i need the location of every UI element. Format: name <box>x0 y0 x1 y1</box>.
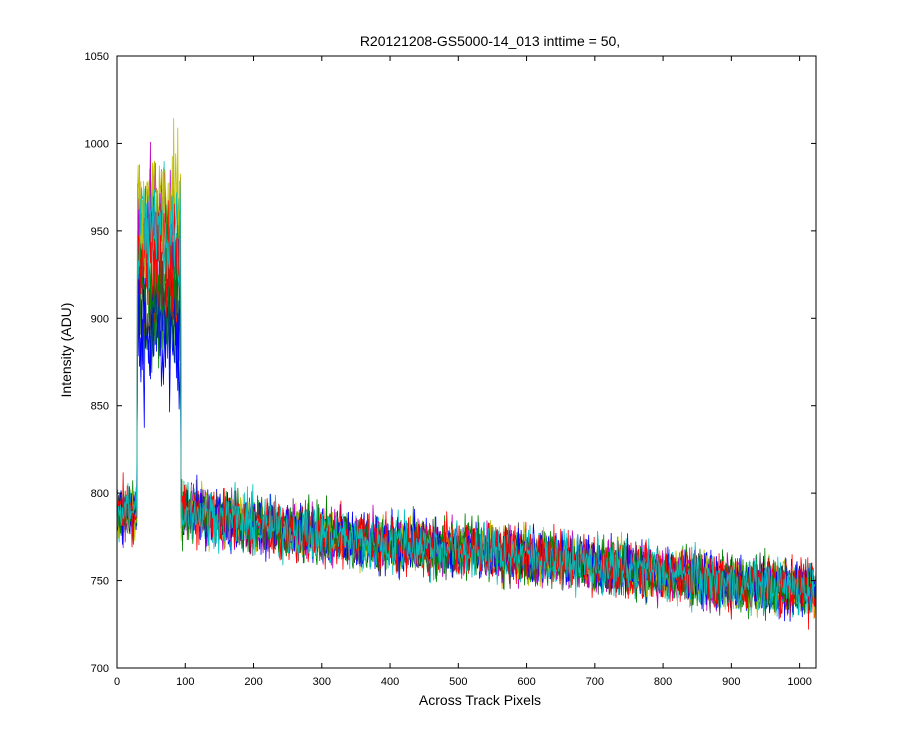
x-tick-label: 200 <box>244 676 262 688</box>
x-tick-label: 800 <box>654 676 672 688</box>
y-tick-label: 800 <box>91 488 109 500</box>
x-tick-label: 500 <box>449 676 467 688</box>
y-tick-label: 850 <box>91 401 109 413</box>
y-tick-label: 700 <box>91 663 109 675</box>
y-tick-label: 1000 <box>85 138 109 150</box>
y-tick-label: 1050 <box>85 51 109 63</box>
chart-title: R20121208-GS5000-14_013 inttime = 50, <box>360 33 620 49</box>
plot-frame <box>116 55 817 669</box>
series-layer <box>116 118 817 630</box>
x-tick-label: 400 <box>381 676 399 688</box>
x-axis-label: Across Track Pixels <box>419 692 541 708</box>
x-tick-label: 100 <box>176 676 194 688</box>
y-tick-label: 750 <box>91 576 109 588</box>
x-tick-label: 600 <box>517 676 535 688</box>
x-tick-label: 700 <box>586 676 604 688</box>
x-tick-label: 900 <box>722 676 740 688</box>
x-tick-label: 300 <box>313 676 331 688</box>
y-axis-label: Intensity (ADU) <box>58 303 74 398</box>
tick-layer: 0 100 200 300 400 500 600 700 800 900 1000 700 750 80… <box>85 51 816 688</box>
series-line-11 <box>116 180 817 617</box>
y-tick-label: 950 <box>91 226 109 238</box>
x-tick-label: 0 <box>114 676 120 688</box>
x-tick-label: 1000 <box>787 676 811 688</box>
y-tick-label: 900 <box>91 313 109 325</box>
